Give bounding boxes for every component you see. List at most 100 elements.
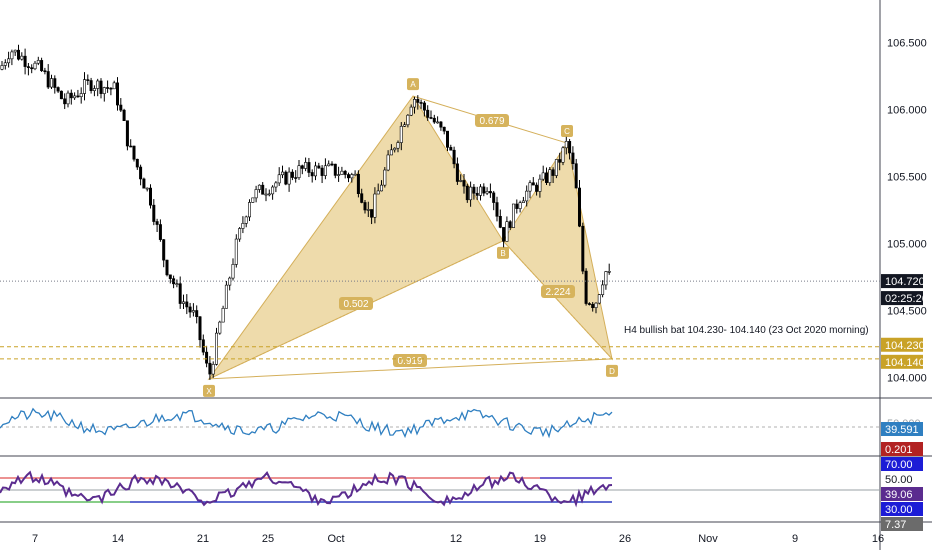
candle-body [109,87,113,90]
candle-body [333,163,337,176]
candle-body [370,209,374,218]
candle-body [132,145,136,160]
candle-body [116,82,120,106]
osc1-value-label: 39.591 [885,424,919,436]
osc2-tag-bg [881,517,923,531]
level-tag-bg [881,337,923,352]
candle-body [561,147,565,163]
last-price-tag-bg [881,274,923,289]
candle-body [59,90,63,100]
ratio-label: 0.679 [479,116,504,127]
pattern-point-label: A [410,80,416,89]
candle-body [594,302,598,308]
candle-body [277,174,281,184]
candle-body [571,152,575,165]
candle-body [472,186,476,194]
candle-body [175,283,179,286]
candle-body [274,182,278,188]
candle-body [30,67,34,70]
candle-body [231,264,235,279]
candle-body [604,271,608,286]
candle-body [122,109,126,122]
candle-body [10,51,14,60]
time-tick-label: 14 [112,533,124,545]
ratio-label: 0.919 [397,356,422,367]
candle-body [568,141,572,154]
candle-body [538,178,542,192]
candle-body [280,171,284,176]
candle-body [241,223,245,229]
price-tick-label: 105.000 [887,239,927,251]
candle-body [386,154,390,171]
candle-body [149,187,153,206]
candle-body [152,204,156,222]
candle-body [20,55,24,60]
candle-body [419,102,423,104]
osc2-tag-label: 50.00 [885,474,913,486]
candle-body [165,259,169,276]
candle-body [244,216,248,224]
candle-body [284,171,288,185]
candle-body [459,180,463,182]
osc2-tag-bg [881,502,923,516]
candle-body [125,120,129,147]
candle-body [317,165,321,169]
ratio-tag [475,114,509,127]
oscillator-2: 0.201 70.00 50.00 39.06 30.00 7.37 [0,442,923,531]
ratio-tag [339,297,373,310]
candle-body [297,165,301,178]
candle-body [254,189,258,199]
candle-body [396,142,400,149]
candle-body [234,238,238,265]
candle-body [462,180,466,187]
candle-body [469,186,473,201]
price-tick-label: 106.000 [887,105,927,117]
candlestick-series [0,44,611,380]
candle-body [290,171,294,178]
candle-body [271,186,275,195]
pattern-point-label: C [564,127,570,136]
oscillator-1: 50.00039.591 [0,407,923,439]
candle-body [185,301,189,308]
candle-body [465,185,469,201]
candle-body [406,114,410,126]
ratio-tag [541,285,575,298]
time-axis[interactable]: 7 14 21 25 Oct 12 19 26 Nov 9 16 [32,533,884,545]
price-axis[interactable]: 106.500 106.000 105.500 105.000 104.500 104.0… [887,38,927,385]
candle-body [99,80,103,94]
countdown-tag-bg [881,291,923,306]
pattern-line-bd [502,240,613,360]
candle-body [264,193,268,196]
candle-body [313,165,317,177]
candle-body [287,171,291,185]
last-price-tag: 104.720 [885,276,925,288]
candle-body [393,147,397,151]
candle-body [511,203,515,228]
candle-body [478,186,482,196]
candle-body [518,202,522,209]
candle-body [360,193,364,203]
candle-body [300,165,304,169]
candle-body [13,49,17,53]
candle-body [261,184,265,195]
candle-body [356,173,360,194]
candle-body [350,174,354,179]
candle-body [248,202,252,218]
harmonic-pattern[interactable]: 0.679 0.502 2.224 0.919 X A B C D [203,78,618,397]
candle-body [429,117,433,119]
candle-body [412,99,416,108]
candle-body [449,147,453,151]
candle-body [178,283,182,304]
candle-body [33,62,37,70]
ratio-tag [393,354,427,367]
pattern-line-xd [208,358,613,380]
candle-body [495,202,499,217]
price-tick-label: 104.500 [887,306,927,318]
level-tag-bg [881,354,923,369]
candle-body [205,351,209,364]
candle-body [544,172,548,183]
candle-body [208,362,212,375]
candle-body [257,184,261,190]
